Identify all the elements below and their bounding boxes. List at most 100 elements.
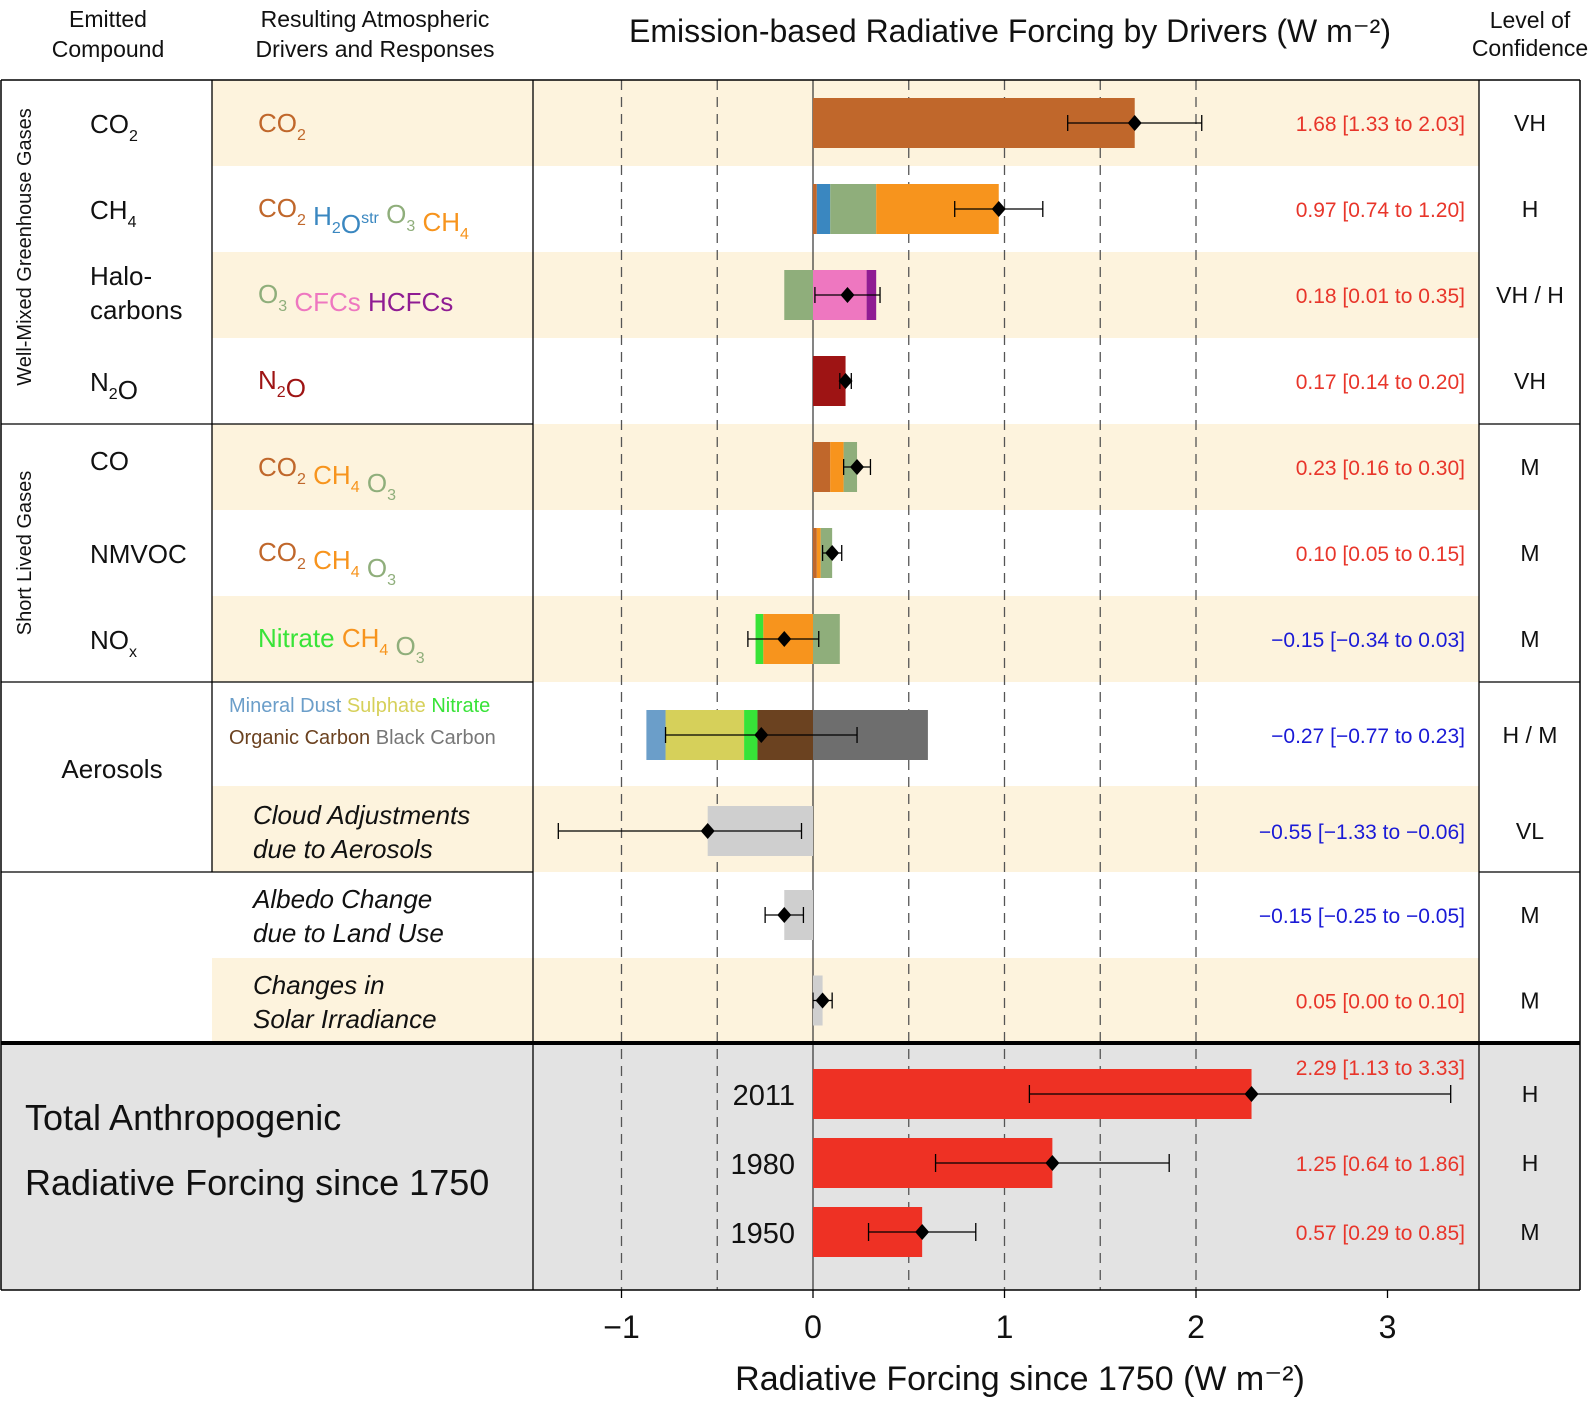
- header-emitted: Emitted: [69, 6, 147, 32]
- response-label: due to Aerosols: [253, 834, 433, 864]
- driver-labels: O3 CFCs HCFCs: [258, 279, 453, 317]
- response-label: Changes in: [253, 970, 385, 1000]
- confidence-label: VL: [1516, 818, 1544, 844]
- header-level: Level of: [1490, 7, 1571, 33]
- best-estimate-marker: [840, 287, 855, 303]
- total-label-2: Radiative Forcing since 1750: [25, 1162, 489, 1203]
- response-label: Albedo Change: [251, 884, 432, 914]
- confidence-label: VH: [1514, 368, 1546, 394]
- row-band: [212, 596, 1479, 682]
- driver-labels: CO2 CH4 O3: [258, 537, 396, 589]
- best-estimate-marker: [815, 992, 830, 1009]
- best-estimate-marker: [850, 459, 865, 475]
- best-estimate-marker: [1045, 1155, 1060, 1171]
- x-tick-label: 2: [1187, 1309, 1205, 1345]
- best-estimate-marker: [777, 631, 792, 647]
- driver-labels: Mineral Dust Sulphate Nitrate: [229, 695, 490, 717]
- year-label: 1950: [730, 1218, 795, 1250]
- compound-label: NMVOC: [90, 539, 187, 569]
- best-estimate-marker: [700, 823, 715, 839]
- value-label: 0.23 [0.16 to 0.30]: [1296, 457, 1465, 480]
- header-drivers-1: Resulting Atmospheric: [261, 6, 490, 32]
- value-label: −0.55 [−1.33 to −0.06]: [1259, 821, 1465, 844]
- confidence-label: H: [1522, 1081, 1539, 1107]
- value-label: 0.17 [0.14 to 0.20]: [1296, 371, 1465, 394]
- value-label: 0.97 [0.74 to 1.20]: [1296, 199, 1465, 222]
- value-label: −0.15 [−0.25 to −0.05]: [1259, 905, 1465, 928]
- best-estimate-marker: [915, 1224, 930, 1240]
- year-label: 2011: [733, 1080, 795, 1112]
- confidence-label: H / M: [1503, 722, 1558, 748]
- driver-labels: N2O: [258, 365, 306, 403]
- row-band: [212, 786, 1479, 872]
- bar-segment: [816, 184, 831, 234]
- bar-segment: [830, 184, 877, 234]
- total-band: [1, 1043, 1580, 1290]
- best-estimate-marker: [754, 727, 769, 743]
- driver-labels: CO2: [258, 108, 306, 144]
- best-estimate-marker: [838, 373, 853, 389]
- value-label: 0.57 [0.29 to 0.85]: [1296, 1222, 1465, 1245]
- compound-label: Halo-: [90, 261, 152, 291]
- value-label: 1.68 [1.33 to 2.03]: [1296, 113, 1465, 136]
- response-label: due to Land Use: [253, 918, 444, 948]
- compound-label: Aerosols: [61, 754, 162, 784]
- compound-label: CO2: [90, 109, 138, 145]
- x-tick-label: 0: [804, 1309, 822, 1345]
- driver-labels: Nitrate CH4 O3: [258, 623, 425, 667]
- header-drivers-2: Drivers and Responses: [255, 36, 494, 62]
- group-label-slg: Short Lived Gases: [14, 471, 36, 636]
- value-label: −0.27 [−0.77 to 0.23]: [1271, 725, 1465, 748]
- response-label: Solar Irradiance: [253, 1004, 437, 1034]
- bar-segment: [813, 184, 817, 234]
- group-label-wmghg: Well-Mixed Greenhouse Gases: [14, 108, 36, 386]
- year-label: 1980: [730, 1149, 795, 1181]
- confidence-label: H: [1522, 196, 1539, 222]
- row-band: [212, 958, 1479, 1043]
- compound-label: CO: [90, 446, 129, 476]
- best-estimate-marker: [825, 545, 840, 561]
- confidence-label: VH: [1514, 110, 1546, 136]
- value-label: 0.05 [0.00 to 0.10]: [1296, 991, 1465, 1014]
- value-label: 0.10 [0.05 to 0.15]: [1296, 543, 1465, 566]
- bar-segment: [646, 710, 666, 760]
- bar-segment: [830, 442, 844, 492]
- compound-label: CH4: [90, 195, 137, 231]
- confidence-label: M: [1520, 454, 1539, 480]
- confidence-label: M: [1520, 626, 1539, 652]
- compound-label: NOx: [90, 625, 137, 661]
- bar-segment: [813, 528, 817, 578]
- response-label: Cloud Adjustments: [253, 800, 470, 830]
- value-label: 0.18 [0.01 to 0.35]: [1296, 285, 1465, 308]
- driver-labels: CO2 CH4 O3: [258, 452, 396, 504]
- driver-labels: CO2 H2Ostr O3 CH4: [258, 193, 469, 243]
- value-label: −0.15 [−0.34 to 0.03]: [1271, 629, 1465, 652]
- header-compound: Compound: [52, 36, 165, 62]
- x-tick-label: 3: [1379, 1309, 1397, 1345]
- compound-label: carbons: [90, 295, 183, 325]
- x-tick-label: 1: [996, 1309, 1014, 1345]
- total-label-1: Total Anthropogenic: [25, 1097, 341, 1138]
- best-estimate-marker: [777, 907, 792, 923]
- x-axis-label: Radiative Forcing since 1750 (W m⁻²): [735, 1360, 1305, 1398]
- value-label: 1.25 [0.64 to 1.86]: [1296, 1153, 1465, 1176]
- confidence-label: H: [1522, 1150, 1539, 1176]
- chart-title: Emission-based Radiative Forcing by Driv…: [629, 13, 1391, 49]
- best-estimate-marker: [991, 201, 1006, 217]
- best-estimate-marker: [1244, 1086, 1259, 1102]
- x-tick-label: −1: [603, 1309, 639, 1345]
- driver-labels: Organic Carbon Black Carbon: [229, 727, 496, 749]
- header-confidence: Confidence: [1472, 35, 1588, 61]
- best-estimate-marker: [1127, 115, 1142, 131]
- confidence-label: M: [1520, 1219, 1539, 1245]
- confidence-label: M: [1520, 902, 1539, 928]
- confidence-label: M: [1520, 988, 1539, 1014]
- compound-label: N2O: [90, 367, 138, 405]
- confidence-label: VH / H: [1496, 282, 1564, 308]
- value-label: 2.29 [1.13 to 3.33]: [1296, 1057, 1465, 1080]
- confidence-label: M: [1520, 540, 1539, 566]
- bar-segment: [816, 528, 821, 578]
- bar-segment: [813, 442, 831, 492]
- bar-segment: [784, 270, 813, 320]
